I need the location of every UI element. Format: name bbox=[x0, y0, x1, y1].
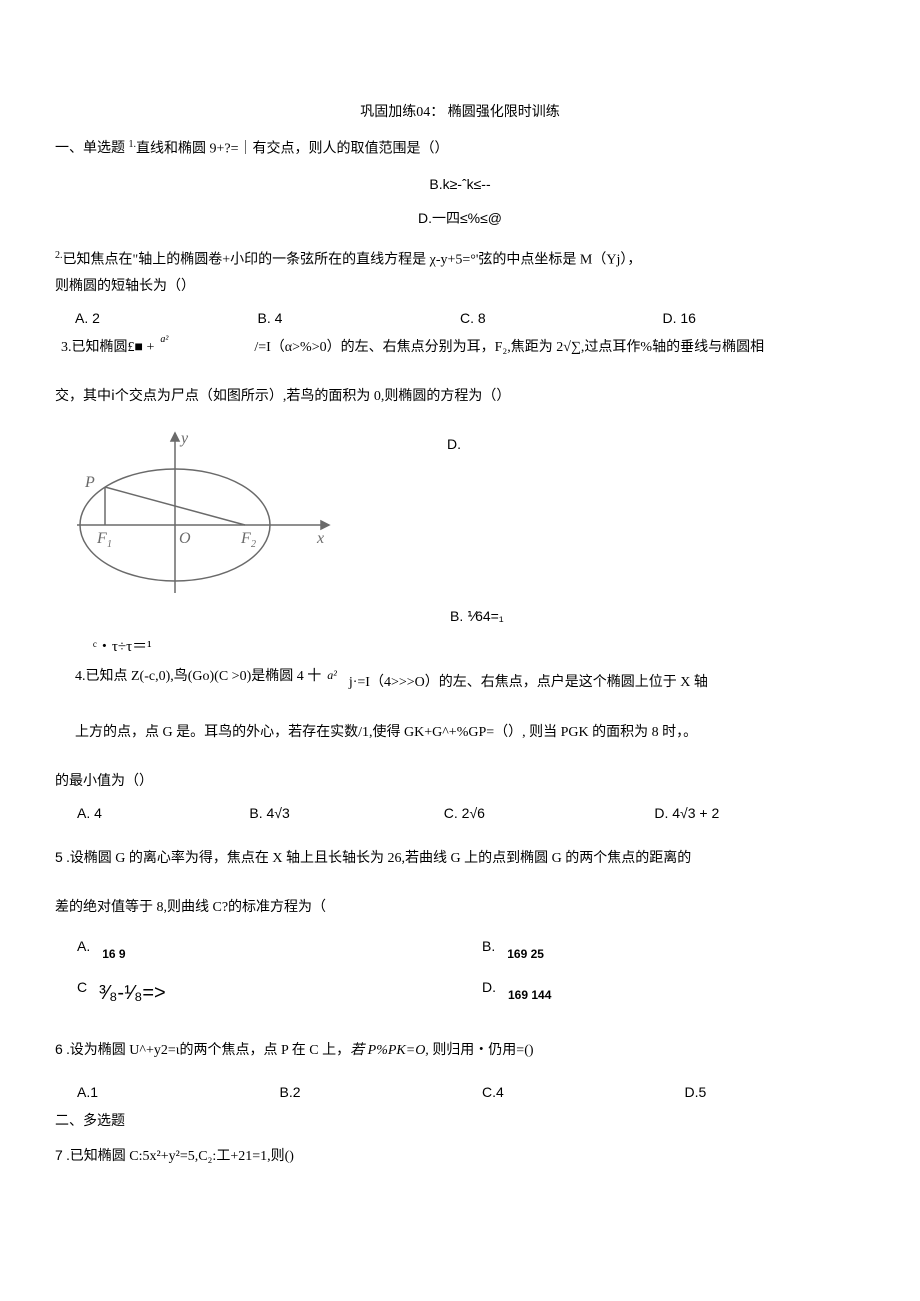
q7-text: .已知椭圆 C:5x²+y²=5,C₂:工+21=1,则() bbox=[63, 1149, 294, 1164]
q3-line2: 交，其中ⅰ个交点为尸点（如图所示）,若鸟的面积为 0,则椭圆的方程为（） bbox=[55, 384, 865, 411]
q5-c-label: C bbox=[77, 974, 99, 1001]
q3-opt-d: D. bbox=[347, 425, 461, 458]
q4-line2: 上方的点，点 G 是。耳鸟的外心，若存在实数/1,使得 GK+G^+%GP=（）… bbox=[55, 720, 865, 747]
ellipse-figure: y P F1 O F2 x bbox=[67, 425, 347, 597]
q2-number: 2. bbox=[55, 250, 63, 261]
q3-figure-row: y P F1 O F2 x D. bbox=[55, 425, 865, 597]
q4-line1: 4.已知点 Z(-c,0),鸟(Go)(C >0)是椭圆 4 十 a² j·=I… bbox=[55, 664, 865, 697]
q5-a-value: 16 9 bbox=[102, 933, 125, 966]
q5-opt-d: D. 169 144 bbox=[460, 974, 865, 1012]
q2-line2: 则椭圆的短轴长为（） bbox=[55, 274, 865, 301]
q5-opt-a: A. 16 9 bbox=[55, 933, 460, 966]
q6-opt-b: B.2 bbox=[258, 1079, 461, 1106]
q5-options: A. 16 9 B. 169 25 C ³⁄₈-¹⁄₈=> D. 169 144 bbox=[55, 933, 865, 1020]
q1-text: 直线和椭圆 9+?=｜有交点，则人的取值范围是（） bbox=[136, 141, 449, 156]
q7: 7 .已知椭圆 C:5x²+y²=5,C₂:工+21=1,则() bbox=[55, 1142, 865, 1171]
q5-opt-b: B. 169 25 bbox=[460, 933, 865, 966]
q4-line3: 的最小值为（） bbox=[55, 769, 865, 796]
svg-text:F: F bbox=[240, 530, 251, 547]
q6-opt-c: C.4 bbox=[460, 1079, 663, 1106]
q2-options: A. 2 B. 4 C. 8 D. 16 bbox=[55, 305, 865, 332]
q5-c-value: ³⁄₈-¹⁄₈=> bbox=[99, 974, 166, 1012]
svg-text:O: O bbox=[179, 530, 191, 547]
section-2-header: 二、多选题 bbox=[55, 1109, 865, 1136]
q5-d-label: D. bbox=[482, 974, 508, 1001]
q5: 5 .设椭圆 G 的离心率为得，焦点在 X 轴上且长轴长为 26,若曲线 G 上… bbox=[55, 844, 865, 873]
q3-line1: 3.已知椭圆£■ + a² /=I（α>%>0）的左、右焦点分别为耳，F₂,焦距… bbox=[55, 335, 865, 362]
q3-opt-b: B. ⅟64=₁ bbox=[55, 603, 865, 630]
q4-right: j·=I（4>>>O）的左、右焦点，点户是这个椭圆上位于 X 轴 bbox=[337, 664, 708, 697]
q2-opt-b: B. 4 bbox=[258, 305, 461, 332]
q4-options: A. 4 B. 4√3 C. 2√6 D. 4√3 + 2 bbox=[55, 800, 865, 827]
q2-line1: 已知焦点在"轴上的椭圆卷+小印的一条弦所在的直线方程是 χ-y+5=°'弦的中点… bbox=[63, 253, 642, 268]
svg-text:2: 2 bbox=[251, 539, 256, 550]
q4-left: 4.已知点 Z(-c,0),鸟(Go)(C >0)是椭圆 4 十 bbox=[55, 664, 321, 691]
q7-num: 7 bbox=[55, 1147, 63, 1163]
q3-frac: a² bbox=[160, 335, 168, 345]
q5-num: 5 bbox=[55, 849, 63, 865]
q6-opt-a: A.1 bbox=[55, 1079, 258, 1106]
q4-opt-c: C. 2√6 bbox=[444, 800, 655, 827]
q5-line1: .设椭圆 G 的离心率为得，焦点在 X 轴上且长轴长为 26,若曲线 G 上的点… bbox=[63, 851, 691, 866]
q3-opt-c: ᶜ・τ÷τ＝¹ bbox=[55, 633, 865, 662]
q5-b-value: 169 25 bbox=[507, 933, 544, 966]
q6-italic: 若 P%PK=O, bbox=[350, 1043, 429, 1058]
q5-b-label: B. bbox=[482, 933, 507, 960]
q2: 2.已知焦点在"轴上的椭圆卷+小印的一条弦所在的直线方程是 χ-y+5=°'弦的… bbox=[55, 246, 865, 274]
q5-a-label: A. bbox=[77, 933, 102, 960]
svg-text:1: 1 bbox=[107, 539, 112, 550]
svg-text:F: F bbox=[96, 530, 107, 547]
q5-d-value: 169 144 bbox=[508, 974, 551, 1007]
q6-options: A.1 B.2 C.4 D.5 bbox=[55, 1079, 865, 1106]
q1-option-b: B.k≥-ˆk≤-- bbox=[55, 171, 865, 198]
section-1: 一、单选题 1.直线和椭圆 9+?=｜有交点，则人的取值范围是（） bbox=[55, 135, 865, 163]
q4-opt-d: D. 4√3 + 2 bbox=[654, 800, 865, 827]
q2-opt-a: A. 2 bbox=[55, 305, 258, 332]
q4-opt-a: A. 4 bbox=[55, 800, 249, 827]
q4-frac: a² bbox=[321, 664, 337, 687]
page-title: 巩固加练04： 椭圆强化限时训练 bbox=[55, 100, 865, 127]
q5-line2: 差的绝对值等于 8,则曲线 C?的标准方程为（ bbox=[55, 895, 865, 922]
q2-opt-d: D. 16 bbox=[663, 305, 866, 332]
section-1-header: 一、单选题 bbox=[55, 141, 125, 156]
q6-opt-d: D.5 bbox=[663, 1079, 866, 1106]
q6: 6 .设为椭圆 U^+y2=ι的两个焦点，点 P 在 C 上，若 P%PK=O,… bbox=[55, 1036, 865, 1065]
q6-tail: 则归用・仍用=() bbox=[429, 1043, 534, 1058]
q6-text: .设为椭圆 U^+y2=ι的两个焦点，点 P 在 C 上， bbox=[63, 1043, 350, 1058]
q2-opt-c: C. 8 bbox=[460, 305, 663, 332]
q1-number: 1. bbox=[129, 139, 137, 150]
q3-prefix: 3.已知椭圆£■ + bbox=[55, 335, 154, 362]
svg-text:P: P bbox=[84, 474, 95, 491]
q5-opt-c: C ³⁄₈-¹⁄₈=> bbox=[55, 974, 460, 1012]
q6-num: 6 bbox=[55, 1041, 63, 1057]
q3-rest: /=I（α>%>0）的左、右焦点分别为耳，F₂,焦距为 2√∑,过点耳作%轴的垂… bbox=[174, 335, 764, 362]
svg-text:x: x bbox=[316, 530, 324, 547]
q1-option-d: D.一四≤%≤@ bbox=[55, 205, 865, 232]
svg-text:y: y bbox=[179, 430, 189, 447]
q4-opt-b: B. 4√3 bbox=[249, 800, 443, 827]
